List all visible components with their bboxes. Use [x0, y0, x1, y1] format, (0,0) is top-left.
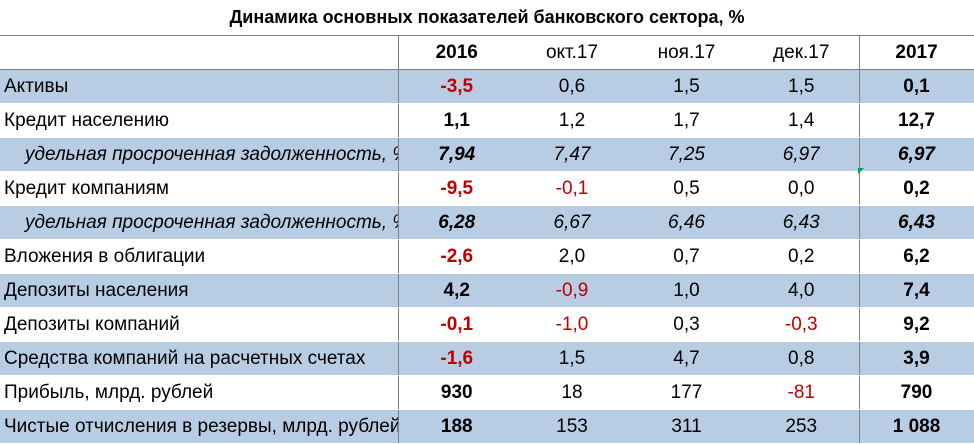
cell-nov17: 6,46: [629, 205, 744, 240]
cell-oct17: 1,5: [515, 341, 629, 376]
cell-2016: 7,94: [397, 137, 515, 172]
cell-oct17: 1,2: [515, 103, 629, 138]
cell-nov17: 4,7: [629, 341, 744, 376]
header-row: 2016 окт.17 ноя.17 дек.17 2017: [0, 35, 974, 70]
cell-2017: 3,9: [858, 341, 974, 376]
col-header-2016: 2016: [397, 35, 515, 70]
cell-2017: 9,2: [858, 307, 974, 342]
cell-dec17: 4,0: [744, 273, 859, 308]
table-row: Активы -3,5 0,6 1,5 1,5 0,1: [0, 69, 974, 104]
cell-dec17: 0,8: [744, 341, 859, 376]
cell-nov17: 1,0: [629, 273, 744, 308]
header-blank-cell: [0, 35, 398, 70]
row-label: Кредит населению: [0, 103, 398, 138]
cell-2016: -0,1: [397, 307, 515, 342]
cell-dec17: 0,2: [744, 239, 859, 274]
cell-2017: 790: [858, 375, 974, 410]
cell-dec17: 1,5: [744, 69, 859, 104]
table-row: Депозиты компаний -0,1 -1,0 0,3 -0,3 9,2: [0, 307, 974, 342]
cell-2017: 7,4: [858, 273, 974, 308]
cell-nov17: 0,3: [629, 307, 744, 342]
table-row: Депозиты населения 4,2 -0,9 1,0 4,0 7,4: [0, 273, 974, 308]
cell-dec17: -0,3: [744, 307, 859, 342]
cell-nov17: 7,25: [629, 137, 744, 172]
cell-dec17: 1,4: [744, 103, 859, 138]
row-label: Депозиты компаний: [0, 307, 398, 342]
cell-2017: 1 088: [858, 409, 974, 444]
cell-nov17: 177: [629, 375, 744, 410]
cell-nov17: 311: [629, 409, 744, 444]
row-label: удельная просроченная задолженность, %: [0, 137, 398, 172]
cell-oct17: -0,9: [515, 273, 629, 308]
cell-oct17: -0,1: [515, 171, 629, 206]
table-title: Динамика основных показателей банковског…: [0, 0, 974, 36]
cell-oct17: -1,0: [515, 307, 629, 342]
cell-2016: -3,5: [397, 69, 515, 104]
cell-2017: 0,2: [858, 171, 974, 206]
row-label: Депозиты населения: [0, 273, 398, 308]
cell-nov17: 1,5: [629, 69, 744, 104]
cell-2016: 188: [397, 409, 515, 444]
cell-nov17: 0,5: [629, 171, 744, 206]
cell-2016: -2,6: [397, 239, 515, 274]
row-label: удельная просроченная задолженность, %: [0, 205, 398, 240]
cell-nov17: 0,7: [629, 239, 744, 274]
cell-dec17: 6,43: [744, 205, 859, 240]
col-header-oct17: окт.17: [515, 35, 629, 70]
cell-2016: -1,6: [397, 341, 515, 376]
row-label: Средства компаний на расчетных счетах: [0, 341, 398, 376]
cell-oct17: 6,67: [515, 205, 629, 240]
row-label: Чистые отчисления в резервы, млрд. рубле…: [0, 409, 398, 444]
cell-dec17: -81: [744, 375, 859, 410]
table-row: удельная просроченная задолженность, % 7,…: [0, 137, 974, 172]
cell-2016: 6,28: [397, 205, 515, 240]
row-label: Активы: [0, 69, 398, 104]
table-row: Средства компаний на расчетных счетах -1,…: [0, 341, 974, 376]
cell-2017: 6,43: [858, 205, 974, 240]
cell-oct17: 2,0: [515, 239, 629, 274]
row-label: Кредит компаниям: [0, 171, 398, 206]
col-header-dec17: дек.17: [744, 35, 859, 70]
table-row: Чистые отчисления в резервы, млрд. рубле…: [0, 409, 974, 444]
cell-2017: 12,7: [858, 103, 974, 138]
col-header-nov17: ноя.17: [629, 35, 744, 70]
cell-oct17: 153: [515, 409, 629, 444]
table-row: Кредит компаниям -9,5 -0,1 0,5 0,0 0,2: [0, 171, 974, 206]
table-row: удельная просроченная задолженность, % 6,…: [0, 205, 974, 240]
table-row: Прибыль, млрд. рублей 930 18 177 -81 790: [0, 375, 974, 410]
cell-nov17: 1,7: [629, 103, 744, 138]
cell-2016: 4,2: [397, 273, 515, 308]
cell-2016: 1,1: [397, 103, 515, 138]
cell-dec17: 6,97: [744, 137, 859, 172]
cell-2017: 6,97: [858, 137, 974, 172]
row-label: Вложения в облигации: [0, 239, 398, 274]
cell-dec17: 253: [744, 409, 859, 444]
col-header-2017: 2017: [858, 35, 974, 70]
title-row: Динамика основных показателей банковског…: [0, 0, 974, 36]
cell-2017: 0,1: [858, 69, 974, 104]
cell-oct17: 7,47: [515, 137, 629, 172]
cell-oct17: 0,6: [515, 69, 629, 104]
table-row: Вложения в облигации -2,6 2,0 0,7 0,2 6,2: [0, 239, 974, 274]
row-label: Прибыль, млрд. рублей: [0, 375, 398, 410]
cell-dec17: 0,0: [744, 171, 859, 206]
cell-2016: -9,5: [397, 171, 515, 206]
cell-oct17: 18: [515, 375, 629, 410]
cell-2016: 930: [397, 375, 515, 410]
table-body: Активы -3,5 0,6 1,5 1,5 0,1 Кредит населению 1,…: [0, 69, 974, 444]
cell-comment-marker: [858, 168, 864, 174]
cell-2017: 6,2: [858, 239, 974, 274]
table-row: Кредит населению 1,1 1,2 1,7 1,4 12,7: [0, 103, 974, 138]
